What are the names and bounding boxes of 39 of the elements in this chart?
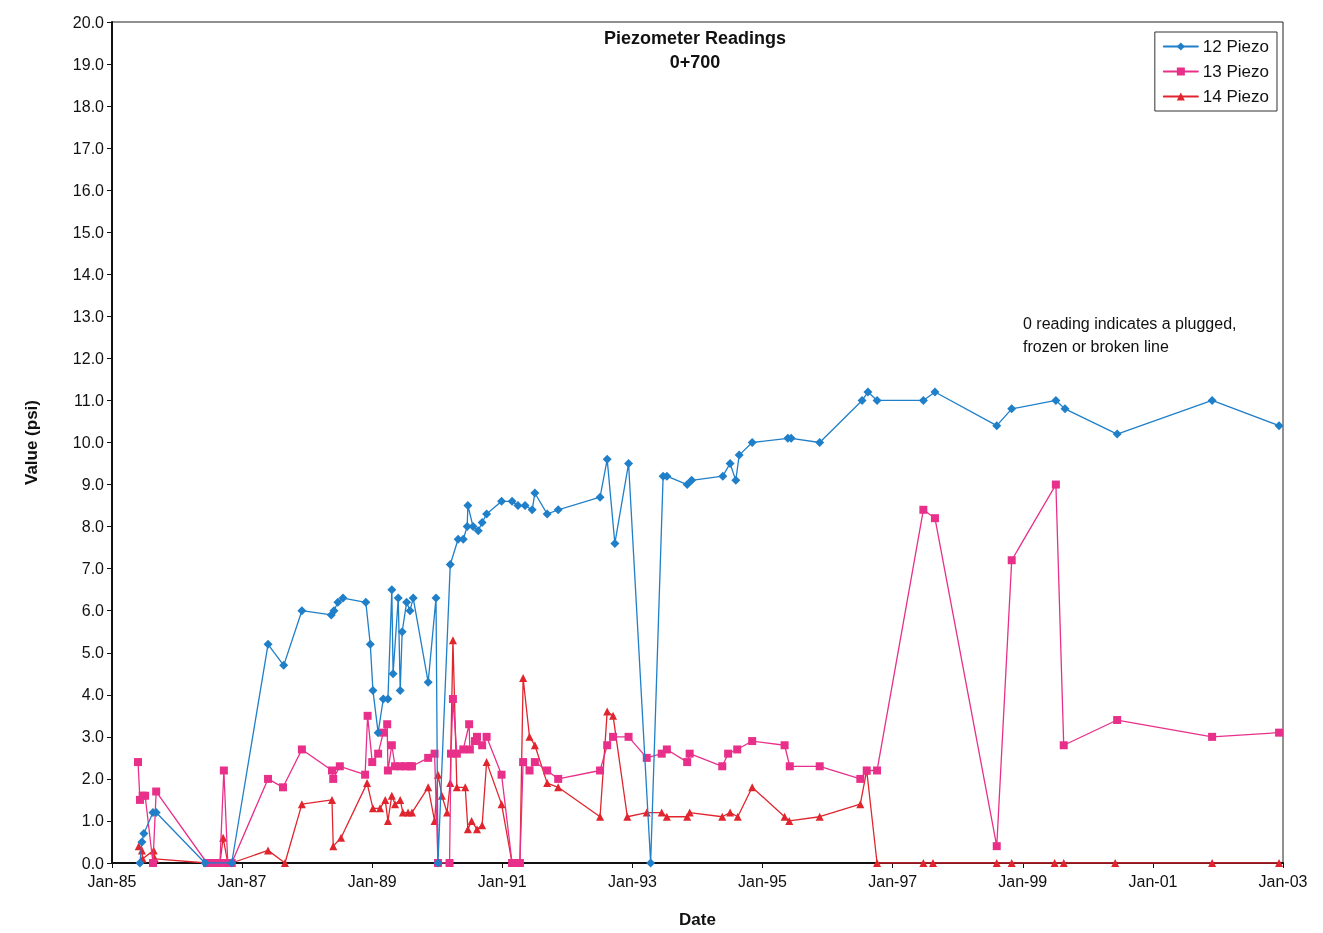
y-tick-label: 7.0 bbox=[81, 560, 105, 578]
text: 0+700 bbox=[669, 52, 721, 72]
y-axis-title: Value (psi) bbox=[22, 399, 41, 486]
x-tick-label: Jan-97 bbox=[868, 872, 918, 890]
y-tick-label: 6.0 bbox=[81, 602, 105, 620]
y-tick-label: 20.0 bbox=[72, 13, 105, 31]
y-tick-label: 0.0 bbox=[81, 854, 105, 872]
y-tick-label: 19.0 bbox=[72, 55, 105, 73]
y-tick-label: 11.0 bbox=[74, 391, 105, 409]
y-tick-label: 16.0 bbox=[72, 181, 105, 199]
x-tick-label: Jan-91 bbox=[477, 872, 527, 890]
chart-title: Piezometer Readings bbox=[603, 28, 787, 48]
y-tick-label: 3.0 bbox=[81, 728, 105, 746]
y-tick-label: 10.0 bbox=[72, 434, 105, 451]
y-tick-label: 9.0 bbox=[81, 476, 105, 494]
annotation: 0 reading indicates a plugged, frozen or broken line bbox=[1023, 315, 1241, 355]
y-tick-label: 12.0 bbox=[72, 349, 105, 367]
x-tick-label: Jan-99 bbox=[998, 872, 1048, 890]
legend-label: 13 Piezo bbox=[1202, 62, 1270, 81]
x-tick-label: Jan-89 bbox=[347, 872, 397, 890]
x-tick-label: Jan-87 bbox=[217, 872, 267, 890]
y-tick-label: 14.0 bbox=[72, 265, 105, 283]
y-tick-label: 1.0 bbox=[81, 812, 105, 830]
y-tick-label: 4.0 bbox=[81, 686, 105, 704]
x-tick-label: Jan-03 bbox=[1258, 872, 1308, 890]
y-tick-label: 2.0 bbox=[81, 770, 105, 788]
y-tick-label: 17.0 bbox=[72, 139, 105, 157]
y-tick-label: 13.0 bbox=[72, 307, 105, 325]
x-tick-label: Jan-85 bbox=[87, 872, 137, 890]
x-axis-title: Date bbox=[679, 910, 716, 929]
y-tick-label: 18.0 bbox=[72, 97, 105, 115]
x-tick-label: Jan-93 bbox=[608, 872, 658, 890]
x-tick-label: Jan-01 bbox=[1128, 872, 1178, 890]
y-tick-label: 8.0 bbox=[81, 518, 105, 536]
x-tick-label: Jan-95 bbox=[738, 872, 788, 890]
y-tick-label: 5.0 bbox=[81, 644, 105, 662]
y-tick-label: 15.0 bbox=[72, 223, 105, 241]
legend-label: 12 Piezo bbox=[1202, 37, 1270, 56]
legend-label: 14 Piezo bbox=[1202, 87, 1270, 106]
